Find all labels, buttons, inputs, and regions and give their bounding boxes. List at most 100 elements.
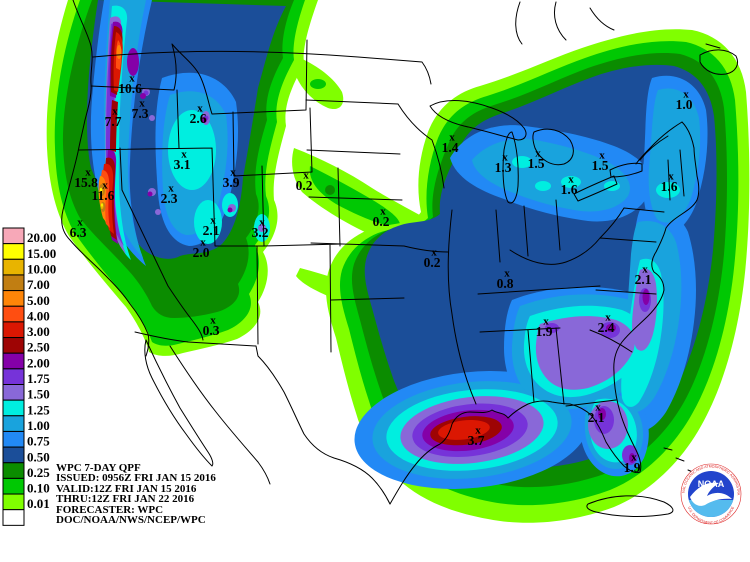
legend-label: 1.00 [27, 418, 50, 433]
legend-swatch [2, 290, 25, 307]
station-x-marker: x [568, 174, 574, 186]
precip-field-east [325, 29, 750, 523]
contour-shape [101, 203, 103, 207]
legend-label: 20.00 [27, 230, 56, 245]
legend-swatch [2, 477, 25, 495]
station-value: 2.3 [161, 191, 178, 206]
legend-label: 1.25 [27, 402, 50, 417]
station-x-marker: x [605, 312, 611, 324]
station-x-marker: x [599, 150, 605, 162]
station-value: 1.0 [676, 97, 693, 112]
legend-label: 0.75 [27, 434, 50, 449]
station-value: 3.9 [223, 175, 240, 190]
contour-shape [149, 115, 155, 121]
state-lines-west [78, 39, 343, 353]
contour-shape [127, 48, 139, 76]
contour-shape [116, 45, 122, 59]
contour-shape [310, 79, 326, 89]
station-x-marker: x [129, 73, 135, 85]
legend-swatch [2, 430, 25, 448]
legend-label: 1.75 [27, 371, 50, 386]
station-value: 0.3 [203, 323, 220, 338]
station-value: 15.8 [74, 175, 98, 190]
issued-line: ISSUED: 0956Z FRI JAN 15 2016 [56, 472, 216, 485]
station-x-marker: x [431, 247, 437, 259]
title-block: WPC 7-DAY QPF ISSUED: 0956Z FRI JAN 15 2… [56, 462, 216, 525]
station-x-marker: x [230, 167, 236, 179]
state-lines-central [305, 99, 445, 301]
state-lines-east [403, 149, 685, 407]
legend-label: 1.50 [27, 387, 50, 402]
legend-swatch [2, 415, 25, 432]
station-x-marker: x [112, 106, 118, 118]
mexico-mainland-coast [169, 345, 271, 485]
station-x-marker: x [139, 98, 145, 110]
contour-shape [656, 182, 680, 198]
station-x-marker: x [504, 268, 510, 280]
legend-swatch [2, 462, 25, 479]
station-value: 2.4 [598, 320, 615, 335]
station-x-marker: x [502, 152, 508, 164]
contour-shape [155, 209, 161, 215]
legend-label: 2.00 [27, 355, 50, 370]
station-value: 7.7 [105, 114, 122, 129]
station-value: 2.1 [635, 272, 652, 287]
west-coastline [61, 0, 150, 357]
station-x-marker: x [642, 264, 648, 276]
legend-label: 2.50 [27, 340, 50, 355]
station-x-marker: x [595, 402, 601, 414]
legend-label: 7.00 [27, 277, 50, 292]
station-value: 1.9 [536, 324, 553, 339]
noaa-logo: NOAA NATIONAL OCEANIC AND ATMOSPHERIC AD… [680, 463, 742, 525]
canada-border [92, 50, 432, 85]
contour-shape [535, 181, 551, 191]
station-value: 2.0 [193, 245, 210, 260]
legend-swatch [2, 321, 25, 339]
legend-swatch [2, 368, 25, 386]
station-value: 2.1 [588, 410, 605, 425]
canada-squiggles [515, 1, 739, 75]
legend-swatch [2, 384, 25, 401]
legend-label: 3.00 [27, 324, 50, 339]
contour-shape [606, 324, 616, 332]
legend-swatch [2, 274, 25, 292]
station-value: 7.3 [132, 106, 149, 121]
station-x-marker: x [210, 315, 216, 327]
station-value: 1.4 [442, 140, 459, 155]
contour-shape [110, 100, 118, 152]
station-x-marker: x [181, 149, 187, 161]
contour-shape [629, 453, 635, 463]
legend-swatch [2, 258, 25, 276]
baja-coast [144, 339, 214, 467]
contour-shape [147, 191, 153, 197]
legend-swatch [2, 352, 25, 370]
lake-superior [429, 99, 527, 141]
station-value: 2.6 [190, 111, 207, 126]
contour-shape [140, 93, 146, 99]
contour-shape [561, 176, 581, 188]
station-value: 1.9 [624, 460, 641, 475]
station-x-marker: x [668, 171, 674, 183]
contour-shape [201, 117, 207, 123]
station-x-marker: x [259, 217, 265, 229]
legend-swatch [2, 227, 25, 245]
mississippi-river [447, 209, 477, 405]
lake-ontario [609, 162, 643, 178]
station-x-marker: x [475, 425, 481, 437]
station-x-marker: x [449, 132, 455, 144]
station-value: 6.3 [70, 225, 87, 240]
gull-icon [690, 482, 732, 506]
legend-label: 0.25 [27, 465, 50, 480]
station-x-marker: x [168, 183, 174, 195]
mexico-border [134, 331, 391, 505]
legend-swatch [2, 493, 25, 511]
thru-line: THRU:12Z FRI JAN 22 2016 [56, 493, 195, 506]
contour-shape [168, 110, 216, 190]
cuba-coastline [586, 495, 674, 517]
legend-label: 0.10 [27, 481, 50, 496]
legend-label: 5.00 [27, 293, 50, 308]
gulf-atlantic-coastline [389, 121, 700, 505]
contour-shape [309, 166, 401, 228]
